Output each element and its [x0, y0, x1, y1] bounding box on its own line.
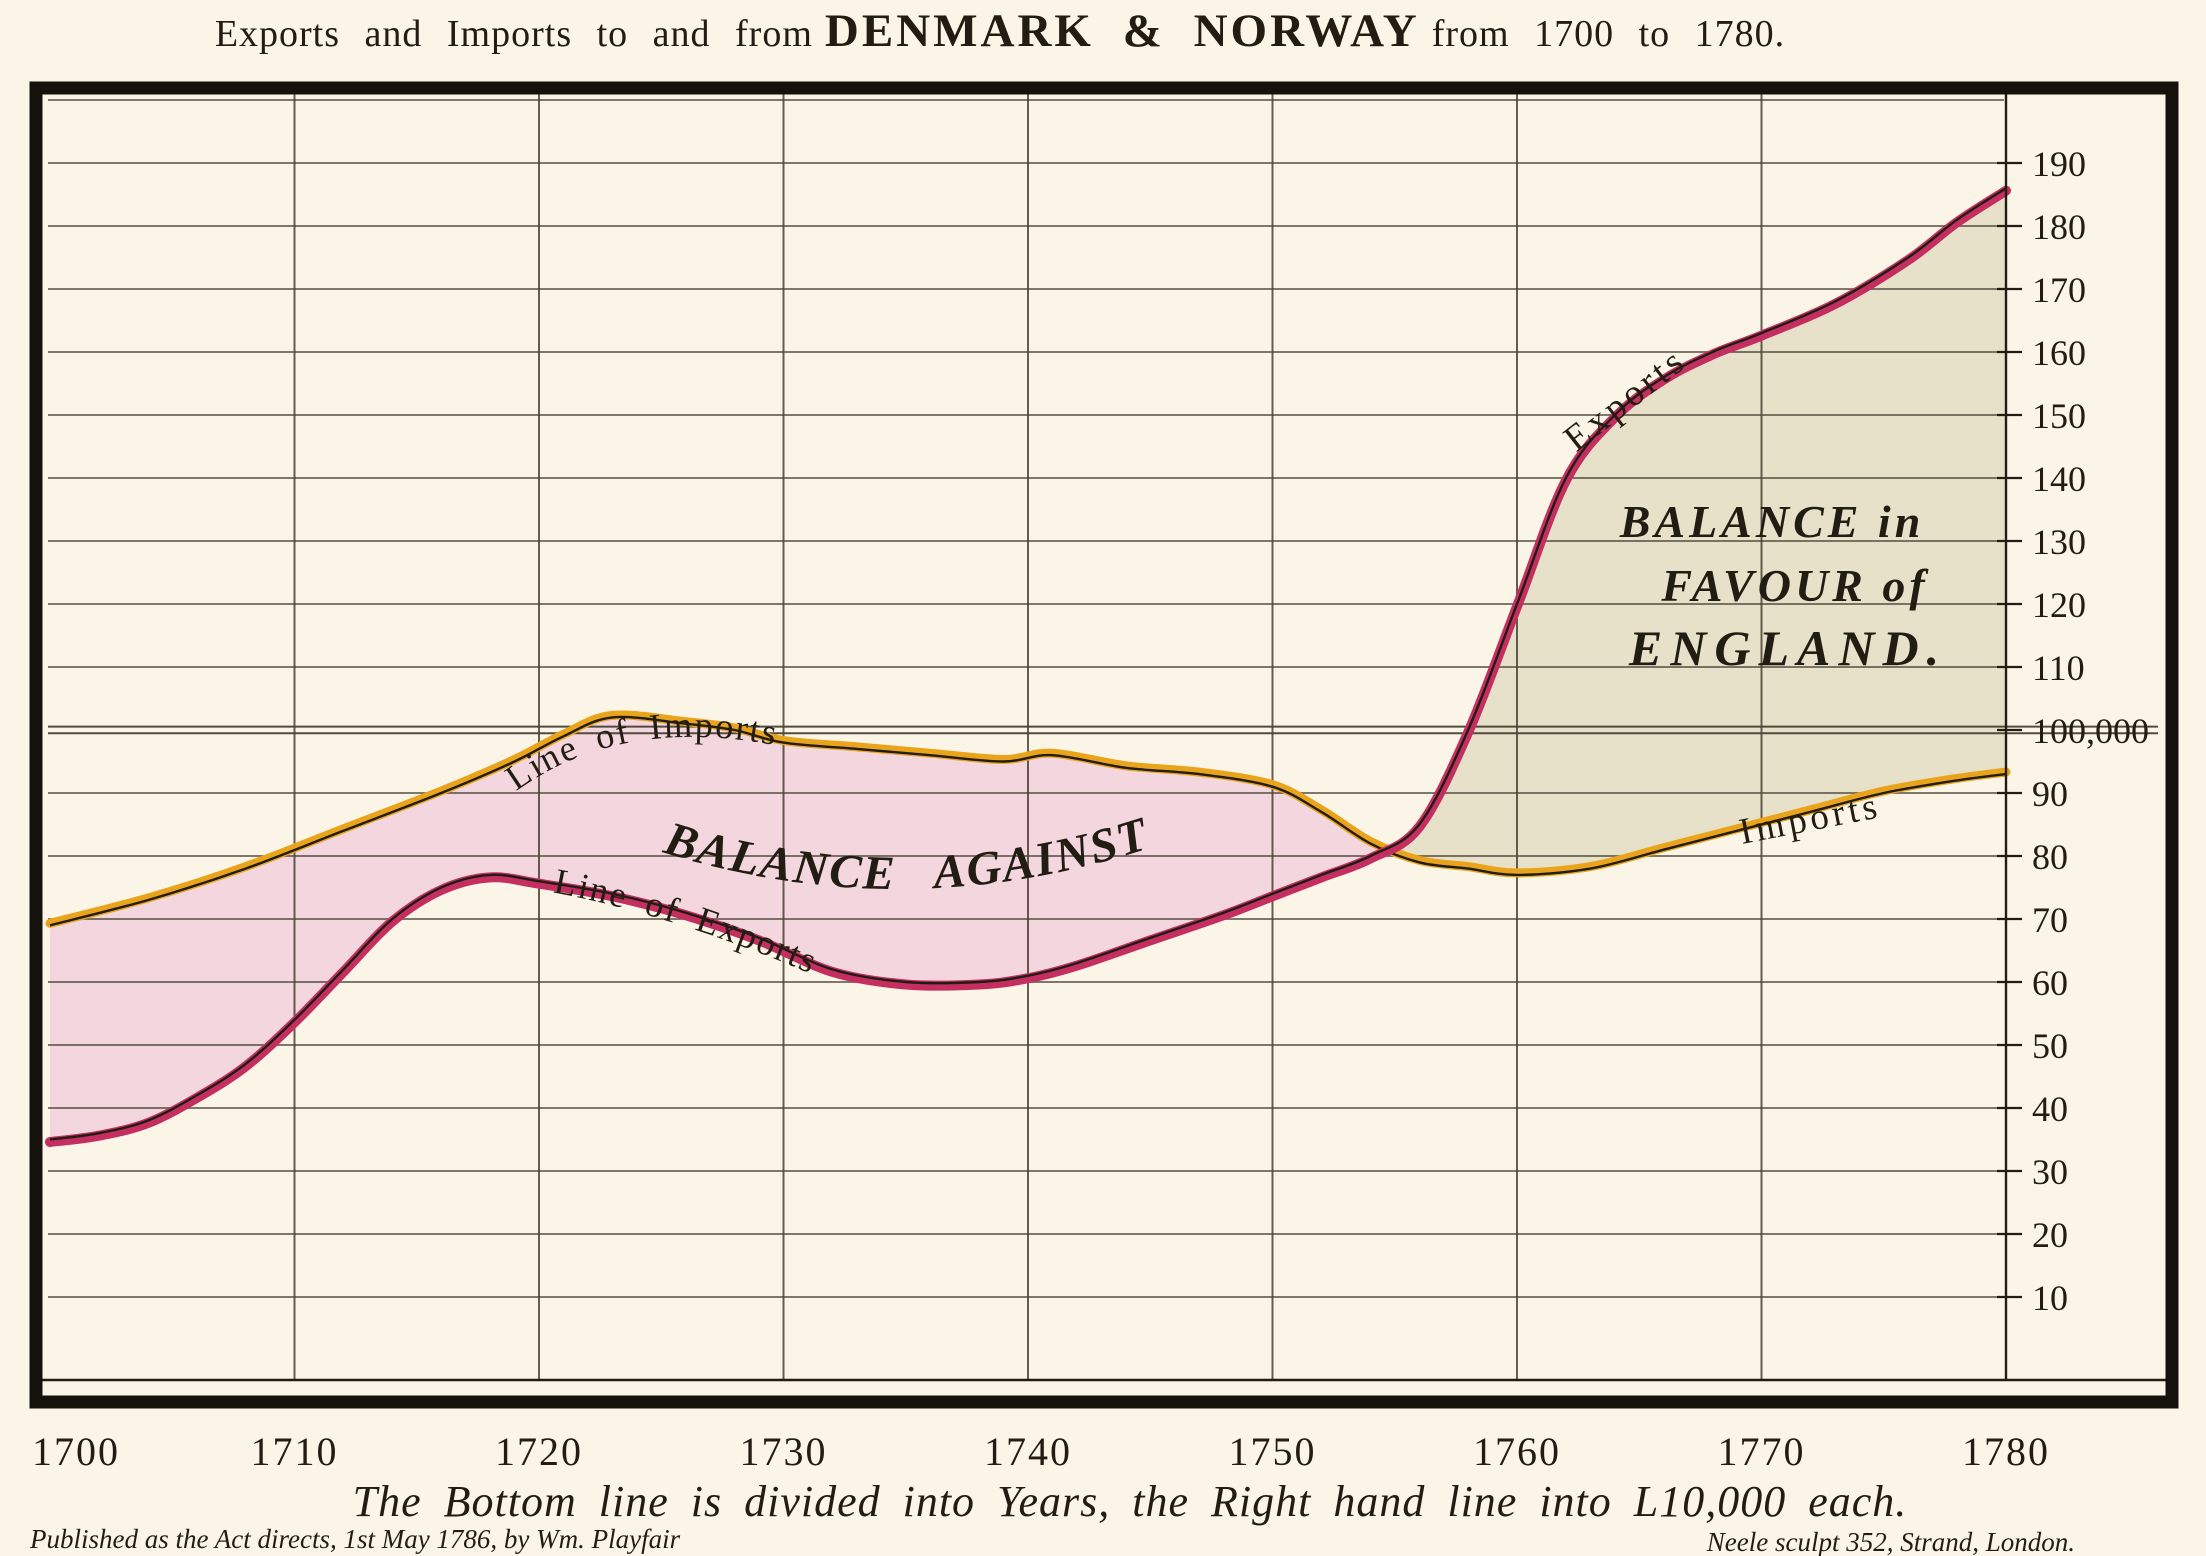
- right-axis-labels: 10 20 30 40 50 60 70 80 90 100,000 110 120 130 140 150…: [2032, 144, 2149, 1318]
- ytick-label-50: 50: [2032, 1026, 2068, 1066]
- ytick-label-60: 60: [2032, 963, 2068, 1003]
- ytick-label-80: 80: [2032, 837, 2068, 877]
- chart-title-emphasis: DENMARK & NORWAY: [825, 5, 1420, 57]
- ytick-label-180: 180: [2032, 207, 2086, 247]
- publication-line: Published as the Act directs, 1st May 17…: [29, 1524, 681, 1554]
- chart-title-prefix: Exports and Imports to and from: [215, 13, 813, 55]
- ytick-label-170: 170: [2032, 270, 2086, 310]
- ytick-label-120: 120: [2032, 585, 2086, 625]
- balance-fill-areas: [50, 188, 2006, 1140]
- balance-favour-line2: FAVOUR of: [1660, 560, 1929, 611]
- year-label-1730: 1730: [740, 1429, 828, 1474]
- year-label-1750: 1750: [1229, 1429, 1317, 1474]
- chart-title-suffix: from 1700 to 1780.: [1432, 13, 1785, 55]
- grid-lines: [48, 94, 2158, 1380]
- ytick-label-40: 40: [2032, 1089, 2068, 1129]
- imports-curve-line: [49, 715, 2007, 927]
- ytick-label-140: 140: [2032, 459, 2086, 499]
- year-label-1780: 1780: [1962, 1429, 2050, 1474]
- exports-curve-line: [49, 187, 2007, 1141]
- year-label-1760: 1760: [1473, 1429, 1561, 1474]
- year-label-1710: 1710: [251, 1429, 339, 1474]
- imports-curve-band: [45, 710, 2011, 928]
- bottom-caption: The Bottom line is divided into Years, t…: [353, 1477, 1908, 1526]
- ytick-label-90: 90: [2032, 774, 2068, 814]
- ytick-label-110: 110: [2032, 648, 2085, 688]
- exports-curve-band: [45, 185, 2011, 1147]
- balance-against-area: [50, 716, 1384, 1140]
- balance-favour-area: [1383, 188, 2006, 875]
- ytick-label-100: 100,000: [2032, 711, 2149, 751]
- ytick-label-10: 10: [2032, 1278, 2068, 1318]
- balance-favour-label: BALANCE in FAVOUR of ENGLAND.: [1619, 496, 1947, 676]
- ytick-label-20: 20: [2032, 1215, 2068, 1255]
- data-curves: [45, 185, 2011, 1147]
- bottom-axis-year-labels: 1700 1710 1720 1730 1740 1750 1760 1770 1780: [32, 1429, 2050, 1474]
- engraver-line: Neele sculpt 352, Strand, London.: [1706, 1527, 2075, 1556]
- ytick-label-30: 30: [2032, 1152, 2068, 1192]
- balance-favour-line3: ENGLAND.: [1628, 620, 1947, 676]
- chart-title: Exports and Imports to and from DENMARK &…: [215, 5, 1785, 57]
- ytick-label-160: 160: [2032, 333, 2086, 373]
- year-label-1720: 1720: [495, 1429, 583, 1474]
- ytick-label-70: 70: [2032, 900, 2068, 940]
- outer-frame: [29, 81, 2179, 1409]
- ytick-label-150: 150: [2032, 396, 2086, 436]
- year-label-1740: 1740: [984, 1429, 1072, 1474]
- right-axis-ticks: [1997, 161, 2022, 1299]
- year-label-1770: 1770: [1718, 1429, 1806, 1474]
- balance-favour-line1: BALANCE in: [1619, 496, 1925, 547]
- ytick-label-130: 130: [2032, 522, 2086, 562]
- ytick-label-190: 190: [2032, 144, 2086, 184]
- year-label-1700: 1700: [32, 1429, 120, 1474]
